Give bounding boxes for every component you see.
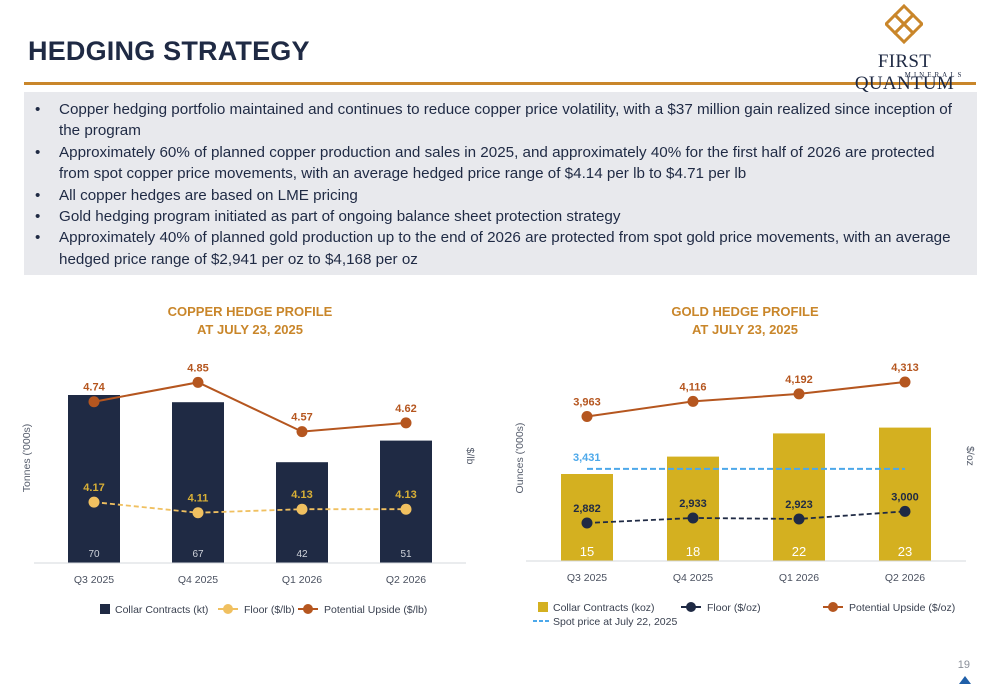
bullet-item: All copper hedges are based on LME prici… [32, 185, 965, 207]
category-label: Q1 2026 [282, 574, 322, 586]
data-label: 2,923 [785, 499, 813, 511]
logo-subtitle: MINERALS [904, 71, 965, 79]
chart-title: COPPER HEDGE PROFILE [168, 304, 333, 319]
bar-value-label: 67 [192, 549, 204, 560]
spot-price-label: 3,431 [573, 452, 601, 464]
bar-value-label: 22 [792, 544, 806, 559]
data-label: 4,313 [891, 362, 919, 374]
data-label: 2,882 [573, 503, 601, 515]
legend-swatch [100, 604, 110, 614]
data-point [296, 503, 308, 515]
data-point [793, 388, 805, 400]
data-label: 4.13 [291, 489, 312, 501]
series-line [93, 501, 406, 514]
bullet-item: Approximately 40% of planned gold produc… [32, 227, 965, 270]
data-label: 4.74 [83, 382, 105, 394]
legend-label: Floor ($/oz) [707, 602, 761, 614]
bar [667, 456, 719, 561]
legend-swatch [303, 604, 313, 614]
series-line [586, 381, 906, 418]
data-label: 4.11 [188, 493, 209, 505]
chart-subtitle: AT JULY 23, 2025 [197, 322, 303, 337]
data-label: 4,116 [680, 381, 707, 393]
key-points-panel: Copper hedging portfolio maintained and … [24, 92, 977, 275]
category-label: Q2 2026 [885, 572, 925, 584]
bar [172, 402, 224, 563]
legend-swatch [223, 604, 233, 614]
company-logo: FIRST QUANTUM MINERALS [832, 4, 977, 94]
page-number: 19 [957, 659, 970, 671]
key-points-list: Copper hedging portfolio maintained and … [32, 99, 965, 270]
bar-value-label: 23 [898, 544, 912, 559]
data-label: 2,933 [679, 498, 707, 510]
data-point [687, 395, 699, 407]
bullet-item: Gold hedging program initiated as part o… [32, 206, 965, 228]
copper-hedge-chart-svg: COPPER HEDGE PROFILE AT JULY 23, 2025 Tonn… [21, 304, 476, 616]
legend-label: Collar Contracts (kt) [115, 604, 208, 616]
category-label: Q2 2026 [386, 574, 426, 586]
data-label: 4.17 [83, 482, 104, 494]
legend-swatch [686, 602, 696, 612]
y-axis-label: Tonnes ('000s) [21, 424, 33, 493]
legend-label: Potential Upside ($/oz) [849, 602, 955, 614]
data-label: 3,963 [573, 396, 601, 408]
series-line [93, 381, 407, 433]
y2-axis-label: $/oz [964, 446, 976, 466]
data-label: 4.13 [395, 489, 416, 501]
chart-title: GOLD HEDGE PROFILE [671, 304, 819, 319]
data-label: 3,000 [891, 491, 919, 503]
nav-up-arrow-icon[interactable] [959, 676, 971, 684]
copper-hedge-chart: COPPER HEDGE PROFILE AT JULY 23, 2025 Tonn… [10, 290, 490, 630]
legend-swatch [538, 602, 548, 612]
bar [380, 440, 432, 563]
bar [68, 395, 120, 563]
bar [773, 433, 825, 561]
bar-value-label: 51 [400, 549, 412, 560]
data-point [793, 513, 805, 525]
data-point [400, 503, 412, 515]
bar [879, 427, 931, 561]
chart-subtitle: AT JULY 23, 2025 [692, 322, 798, 337]
data-point [687, 512, 699, 524]
legend-swatch [828, 602, 838, 612]
data-label: 4.62 [395, 403, 416, 415]
category-label: Q4 2025 [673, 572, 713, 584]
logo-name: FIRST QUANTUM [854, 51, 955, 94]
legend-label: Collar Contracts (koz) [553, 602, 655, 614]
data-point [192, 376, 204, 388]
gold-hedge-chart: GOLD HEDGE PROFILE AT JULY 23, 2025 Ounces… [505, 290, 990, 635]
bar-value-label: 15 [580, 544, 594, 559]
legend-label: Potential Upside ($/lb) [324, 604, 427, 616]
data-label: 4,192 [785, 374, 813, 386]
category-label: Q3 2025 [567, 572, 607, 584]
y-axis-label: Ounces ('000s) [514, 423, 526, 494]
data-point [581, 517, 593, 529]
bullet-item: Approximately 60% of planned copper prod… [32, 142, 965, 185]
category-label: Q1 2026 [779, 572, 819, 584]
data-point [88, 396, 100, 408]
series-line [586, 510, 906, 524]
data-point [581, 410, 593, 422]
data-label: 4.85 [187, 362, 208, 374]
gold-hedge-chart-svg: GOLD HEDGE PROFILE AT JULY 23, 2025 Ounces… [514, 304, 976, 628]
title-divider [24, 82, 976, 85]
bar-value-label: 42 [296, 549, 308, 560]
data-label: 4.57 [291, 412, 312, 424]
data-point [296, 426, 308, 438]
bar-value-label: 70 [88, 549, 100, 560]
data-point [899, 376, 911, 388]
legend-label: Spot price at July 22, 2025 [553, 616, 677, 628]
page-title: HEDGING STRATEGY [28, 36, 310, 66]
category-label: Q3 2025 [74, 574, 114, 586]
bar-value-label: 18 [686, 544, 700, 559]
bullet-item: Copper hedging portfolio maintained and … [32, 99, 965, 142]
legend-label: Floor ($/lb) [244, 604, 295, 616]
logo-mark-icon [885, 4, 923, 45]
data-point [88, 496, 100, 508]
y2-axis-label: $/lb [464, 448, 476, 465]
data-point [192, 507, 204, 519]
category-label: Q4 2025 [178, 574, 218, 586]
data-point [899, 505, 911, 517]
data-point [400, 417, 412, 429]
